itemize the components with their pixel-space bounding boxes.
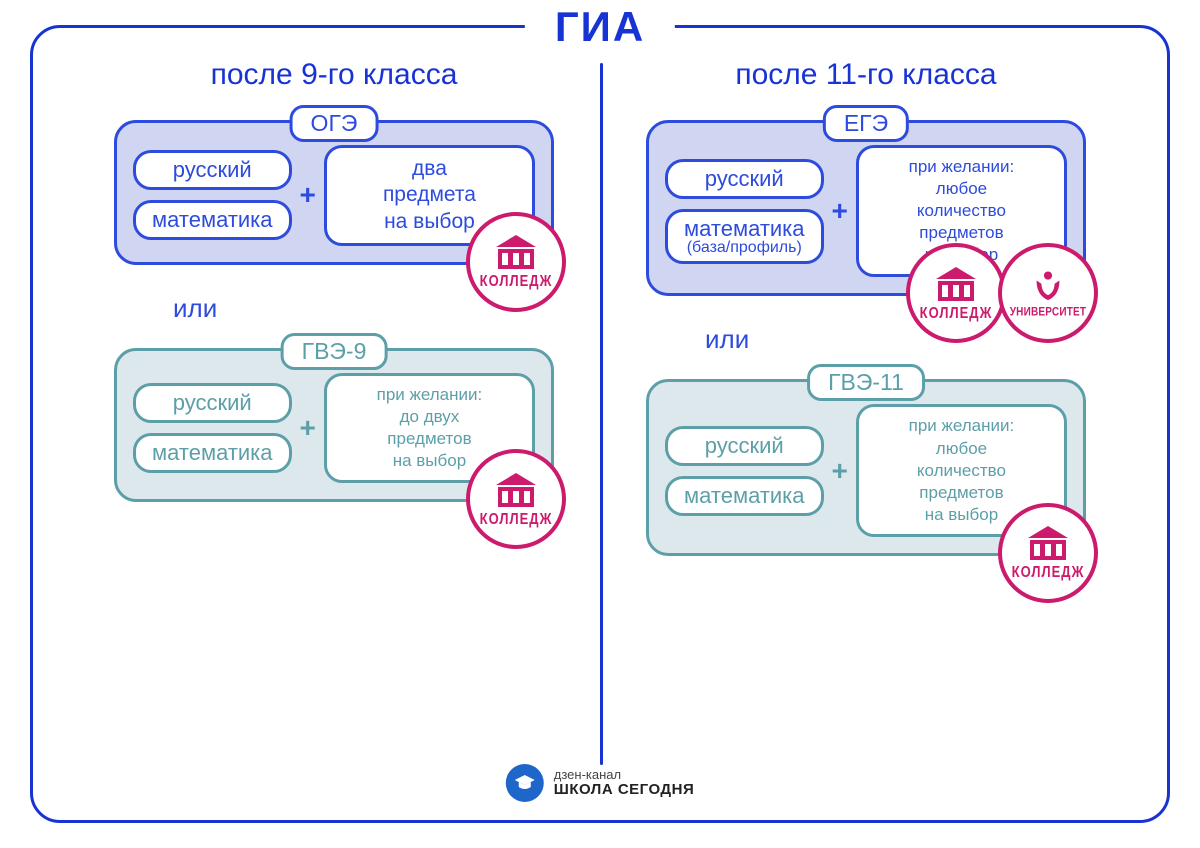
graduation-cap-icon <box>514 772 536 794</box>
credit-line2: ШКОЛА СЕГОДНЯ <box>554 782 694 799</box>
building-icon <box>494 473 538 509</box>
badges-ege: КОЛЛЕДЖ УНИВЕРСИТЕТ <box>906 243 1098 343</box>
exam-label-ege: ЕГЭ <box>823 105 909 142</box>
subjects-oge: русский математика <box>133 150 292 240</box>
exam-box-gve9: ГВЭ-9 русский математика + при желании:д… <box>114 348 554 502</box>
badge-university: УНИВЕРСИТЕТ <box>998 243 1098 343</box>
exam-label-gve11: ГВЭ-11 <box>807 364 925 401</box>
badge-college: КОЛЛЕДЖ <box>466 449 566 549</box>
badge-label-college: КОЛЛЕДЖ <box>480 509 553 527</box>
credit-block: дзен-канал ШКОЛА СЕГОДНЯ <box>506 764 694 802</box>
exam-box-gve11: ГВЭ-11 русский математика + при желании:… <box>646 379 1086 555</box>
subjects-gve11: русский математика <box>665 426 824 516</box>
or-label-left: или <box>173 293 217 324</box>
plus-icon: + <box>300 412 316 444</box>
badge-label-college: КОЛЛЕДЖ <box>920 303 993 321</box>
plus-icon: + <box>832 455 848 487</box>
subj-math: математика (база/профиль) <box>665 209 824 264</box>
badges-oge: КОЛЛЕДЖ <box>466 212 566 312</box>
or-label-right: или <box>705 324 749 355</box>
building-icon <box>494 235 538 271</box>
subjects-ege: русский математика (база/профиль) <box>665 159 824 264</box>
badge-college: КОЛЛЕДЖ <box>466 212 566 312</box>
col-heading-9: после 9-го класса <box>211 58 458 92</box>
subj-math: математика <box>665 476 824 516</box>
subjects-gve9: русский математика <box>133 383 292 473</box>
badge-college: КОЛЛЕДЖ <box>998 503 1098 603</box>
column-grade-9: после 9-го класса ОГЭ русский математика… <box>68 58 600 800</box>
building-icon <box>1026 526 1070 562</box>
badges-gve11: КОЛЛЕДЖ <box>998 503 1098 603</box>
columns-container: после 9-го класса ОГЭ русский математика… <box>33 28 1167 820</box>
subj-russian: русский <box>133 150 292 190</box>
exam-box-ege: ЕГЭ русский математика (база/профиль) + … <box>646 120 1086 296</box>
building-icon <box>934 267 978 303</box>
credit-icon <box>506 764 544 802</box>
subj-math: математика <box>133 200 292 240</box>
subj-math: математика <box>133 433 292 473</box>
subj-russian: русский <box>665 426 824 466</box>
subj-math-text: математика <box>684 216 805 241</box>
badge-label-university: УНИВЕРСИТЕТ <box>1010 306 1086 319</box>
badge-college: КОЛЛЕДЖ <box>906 243 1006 343</box>
subj-russian: русский <box>665 159 824 199</box>
exam-label-oge: ОГЭ <box>290 105 379 142</box>
plus-icon: + <box>300 179 316 211</box>
column-grade-11: после 11-го класса ЕГЭ русский математик… <box>600 58 1132 800</box>
exam-label-gve9: ГВЭ-9 <box>281 333 388 370</box>
main-frame: ГИА после 9-го класса ОГЭ русский матема… <box>30 25 1170 823</box>
subj-russian: русский <box>133 383 292 423</box>
badge-label-college: КОЛЛЕДЖ <box>1012 563 1085 581</box>
badge-label-college: КОЛЛЕДЖ <box>480 272 553 290</box>
vertical-divider <box>600 63 603 765</box>
badges-gve9: КОЛЛЕДЖ <box>466 449 566 549</box>
plus-icon: + <box>832 195 848 227</box>
subj-math-subtext: (база/профиль) <box>684 239 805 257</box>
exam-box-oge: ОГЭ русский математика + двапредметана в… <box>114 120 554 265</box>
university-icon <box>1026 269 1070 305</box>
col-heading-11: после 11-го класса <box>735 58 996 92</box>
credit-text: дзен-канал ШКОЛА СЕГОДНЯ <box>554 768 694 799</box>
credit-line1: дзен-канал <box>554 768 694 782</box>
